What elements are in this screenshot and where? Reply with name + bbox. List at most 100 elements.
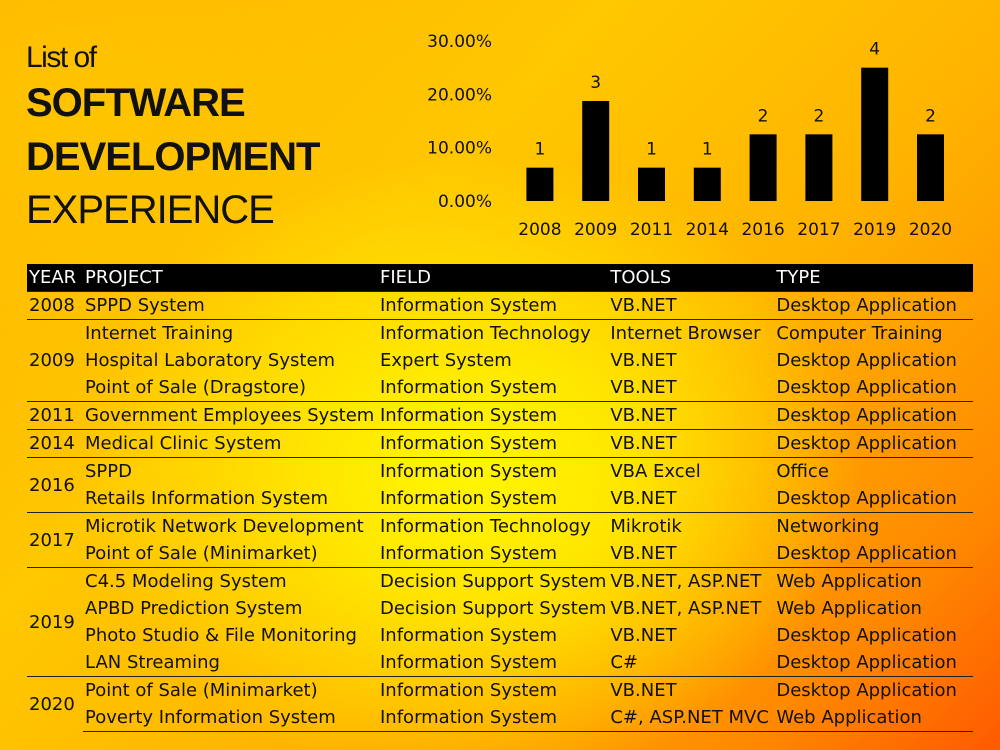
type-cell: Desktop Application <box>776 543 957 564</box>
table-row: Photo Studio & File Monitoring Informatio… <box>27 622 973 649</box>
title-line-3: DEVELOPMENT <box>26 135 320 179</box>
data-label: 2 <box>758 106 769 126</box>
type-cell: Networking <box>774 512 973 540</box>
bar <box>917 134 944 201</box>
bar <box>582 101 610 201</box>
year-cell: 2011 <box>27 401 83 430</box>
x-tick-label: 2017 <box>797 220 840 240</box>
table-row: 2020 Point of Sale (Minimarket) Informatio… <box>27 676 973 732</box>
type-cell: Desktop Application <box>776 625 957 646</box>
table-row: 2011 Government Employees System Informati… <box>27 401 973 430</box>
field-cell: Information System <box>378 291 609 320</box>
type-cell: Desktop Application <box>776 488 957 509</box>
y-tick-label: 0.00% <box>438 192 492 212</box>
table-row: LAN Streaming Information System C# Desktop… <box>27 649 973 677</box>
field-cell: Information System <box>380 543 558 564</box>
type-cell: Desktop Application <box>776 350 957 371</box>
tools-cell: C# <box>610 652 639 673</box>
slide-title: List of SOFTWARE DEVELOPMENT EXPERIENCE <box>26 40 320 236</box>
table-row: Retails Information System Information Sy… <box>27 485 973 513</box>
type-cell: Desktop Application <box>774 401 973 430</box>
bar <box>805 134 833 201</box>
title-line-2: SOFTWARE <box>26 81 246 125</box>
table-row: Hospital Laboratory System Expert System V… <box>27 347 973 374</box>
table-row: 2019 C4.5 Modeling System Decision Support… <box>27 567 973 677</box>
project-cell: Internet Training <box>83 319 378 347</box>
tools-cell: VB.NET <box>610 377 677 398</box>
project-cell: Poverty Information System <box>83 704 378 732</box>
year-cell: 2009 <box>27 319 83 402</box>
header-project: PROJECT <box>83 264 378 292</box>
type-cell: Desktop Application <box>774 429 973 458</box>
type-cell: Desktop Application <box>774 676 973 704</box>
project-cell: Hospital Laboratory System <box>85 350 336 371</box>
year-cell: 2019 <box>27 567 83 677</box>
tools-cell: VBA Excel <box>608 457 775 485</box>
project-cell: APBD Prediction System <box>85 598 303 619</box>
data-label: 3 <box>590 73 601 93</box>
header-tools: TOOLS <box>608 264 775 292</box>
x-tick-label: 2011 <box>630 220 673 240</box>
type-cell: Web Application <box>774 704 973 732</box>
year-cell: 2017 <box>27 512 83 568</box>
tools-cell: VB.NET <box>608 429 775 458</box>
field-cell: Information Technology <box>378 512 609 540</box>
data-label: 4 <box>869 40 880 60</box>
field-cell: Information System <box>378 676 609 704</box>
year-cell: 2016 <box>27 457 83 513</box>
type-cell: Desktop Application <box>776 377 957 398</box>
project-cell: Point of Sale (Minimarket) <box>85 543 318 564</box>
field-cell: Information System <box>380 377 558 398</box>
tools-cell: Internet Browser <box>608 319 775 347</box>
project-cell: Government Employees System <box>83 401 378 430</box>
table-body: 2008 SPPD System Information System VB.NET D… <box>27 291 973 732</box>
y-tick-label: 30.00% <box>427 32 492 52</box>
type-cell: Web Application <box>776 598 922 619</box>
data-label: 2 <box>925 106 936 126</box>
tools-cell: VB.NET <box>610 625 677 646</box>
table-header-row: YEAR PROJECT FIELD TOOLS TYPE <box>27 264 973 292</box>
project-cell: LAN Streaming <box>85 652 220 673</box>
tools-cell: VB.NET <box>610 488 677 509</box>
field-cell: Information System <box>380 652 558 673</box>
header-field: FIELD <box>378 264 609 292</box>
table-row: APBD Prediction System Decision Support S… <box>27 595 973 622</box>
bar <box>861 67 889 202</box>
x-tick-label: 2008 <box>518 220 561 240</box>
field-cell: Expert System <box>380 350 512 371</box>
type-cell: Computer Training <box>774 319 973 347</box>
year-cell: 2008 <box>27 291 83 320</box>
tools-cell: VB.NET, ASP.NET <box>608 567 775 595</box>
x-tick-label: 2016 <box>741 220 784 240</box>
field-cell: Information Technology <box>378 319 609 347</box>
type-cell: Desktop Application <box>776 652 957 673</box>
header-type: TYPE <box>774 264 973 292</box>
bar <box>749 134 777 201</box>
project-cell: Retails Information System <box>85 488 328 509</box>
bar <box>638 167 665 201</box>
y-tick-label: 10.00% <box>427 139 492 159</box>
tools-cell: VB.NET <box>610 543 677 564</box>
tools-cell: VB.NET <box>608 401 775 430</box>
type-cell: Office <box>774 457 973 485</box>
type-cell: Web Application <box>774 567 973 595</box>
field-cell: Information System <box>380 625 558 646</box>
type-cell: Desktop Application <box>774 291 973 320</box>
project-cell: Point of Sale (Minimarket) <box>83 676 378 704</box>
tools-cell: VB.NET, ASP.NET <box>610 598 762 619</box>
field-cell: Information System <box>378 457 609 485</box>
tools-cell: VB.NET <box>608 676 775 704</box>
tools-cell: C#, ASP.NET MVC <box>608 704 775 732</box>
experience-table: YEAR PROJECT FIELD TOOLS TYPE 2008 SPPD S… <box>27 264 973 732</box>
field-cell: Decision Support System <box>378 567 609 595</box>
data-label: 1 <box>534 140 545 160</box>
field-cell: Information System <box>378 401 609 430</box>
x-tick-label: 2019 <box>853 220 896 240</box>
data-label: 2 <box>813 106 824 126</box>
table-row: 2009 Internet Training Information Technol… <box>27 319 973 402</box>
field-cell: Information System <box>378 704 609 732</box>
table-row: 2014 Medical Clinic System Information Sys… <box>27 429 973 458</box>
project-cell: Medical Clinic System <box>83 429 378 458</box>
table-row: Point of Sale (Minimarket) Information Sy… <box>27 540 973 568</box>
tools-cell: Mikrotik <box>608 512 775 540</box>
